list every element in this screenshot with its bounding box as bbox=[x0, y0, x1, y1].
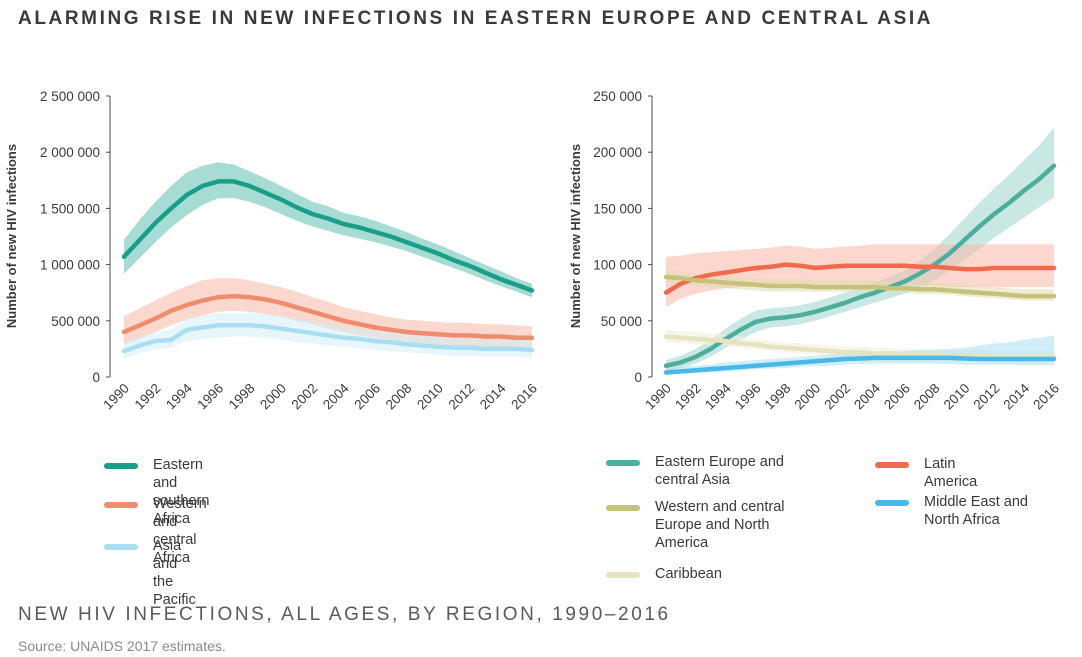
y-tick-label: 0 bbox=[92, 370, 100, 385]
x-tick-label: 1994 bbox=[702, 380, 734, 412]
x-tick-label: 1994 bbox=[163, 380, 195, 412]
legend-swatch bbox=[606, 505, 640, 511]
y-tick-label: 150 000 bbox=[593, 201, 642, 216]
chart-panel-1: 0 500 000 1 000 000 1 500 000 2 000 000 2 500… bbox=[4, 89, 540, 412]
series-line bbox=[663, 262, 1057, 295]
series-line bbox=[663, 355, 1057, 375]
legend-swatch bbox=[606, 460, 640, 466]
source-note: Source: UNAIDS 2017 estimates. bbox=[18, 638, 226, 654]
uncertainty-band bbox=[124, 162, 532, 298]
x-tick-label: 2014 bbox=[477, 380, 509, 412]
x-tick-label: 2016 bbox=[508, 381, 540, 413]
uncertainty-band bbox=[666, 127, 1054, 371]
legend-label: Asia and the Pacific bbox=[153, 538, 196, 608]
series-line bbox=[121, 323, 535, 354]
y-tick-label: 2 500 000 bbox=[40, 89, 100, 104]
legend-label: Caribbean bbox=[655, 566, 722, 582]
x-tick-label: 2000 bbox=[257, 381, 289, 413]
uncertainty-band bbox=[666, 244, 1054, 308]
legend-item-eastern-europe-central-asia: Eastern Europe and central Asia bbox=[606, 453, 806, 489]
legend-item-western-central-europe-na: Western and central Europe and North Ame… bbox=[606, 498, 806, 552]
y-tick-label: 50 000 bbox=[601, 314, 642, 329]
x-tick-label: 2006 bbox=[881, 381, 913, 413]
page-title: ALARMING RISE IN NEW INFECTIONS IN EASTE… bbox=[18, 8, 934, 29]
x-tick-label: 2008 bbox=[911, 381, 943, 413]
series-line bbox=[663, 163, 1057, 369]
legend-item-asia-pacific: Asia and the Pacific bbox=[104, 537, 196, 609]
legend-swatch bbox=[104, 544, 138, 550]
y-tick-label: 100 000 bbox=[593, 258, 642, 273]
y-axis-label: Number of new HIV infections bbox=[568, 144, 583, 328]
x-tick-label: 1992 bbox=[132, 381, 164, 413]
x-tick-label: 1996 bbox=[732, 381, 764, 413]
x-tick-label: 2006 bbox=[351, 381, 383, 413]
series-line bbox=[121, 179, 535, 293]
x-tick-label: 2010 bbox=[414, 381, 446, 413]
x-tick-label: 1998 bbox=[226, 381, 258, 413]
x-tick-label: 2002 bbox=[821, 381, 853, 413]
legend-swatch bbox=[104, 463, 138, 469]
x-tick-label: 1998 bbox=[762, 381, 794, 413]
y-tick-label: 500 000 bbox=[51, 314, 100, 329]
chart-canvas: 0 500 000 1 000 000 1 500 000 2 000 000 2 500… bbox=[4, 89, 1062, 412]
legend-swatch bbox=[875, 500, 909, 506]
x-tick-label: 1990 bbox=[642, 381, 674, 413]
y-tick-label: 250 000 bbox=[593, 89, 642, 104]
x-tick-label: 2004 bbox=[320, 380, 352, 412]
y-tick-label: 1 000 000 bbox=[40, 258, 100, 273]
series-line bbox=[663, 334, 1057, 360]
x-tick-label: 2000 bbox=[791, 381, 823, 413]
x-tick-label: 2010 bbox=[941, 381, 973, 413]
series-line bbox=[121, 293, 535, 340]
x-tick-label: 2002 bbox=[289, 381, 321, 413]
y-tick-label: 2 000 000 bbox=[40, 145, 100, 160]
x-tick-label: 1992 bbox=[672, 381, 704, 413]
x-tick-label: 2014 bbox=[1000, 380, 1032, 412]
legend-item-mena: Middle East and North Africa bbox=[875, 493, 1065, 529]
legend-label: Western and central Africa bbox=[153, 496, 207, 566]
chart-panel-2: 0 50 000 100 000 150 000 200 000 250 000 Numbe… bbox=[568, 89, 1062, 412]
y-tick-label: 200 000 bbox=[593, 145, 642, 160]
legend-label: Latin America bbox=[924, 456, 978, 490]
x-tick-label: 1996 bbox=[194, 381, 226, 413]
x-tick-label: 2016 bbox=[1030, 381, 1062, 413]
x-tick-label: 2012 bbox=[971, 381, 1003, 413]
y-tick-label: 0 bbox=[634, 370, 642, 385]
legend-item-western-central-africa: Western and central Africa bbox=[104, 495, 207, 567]
legend-label: Eastern Europe and central Asia bbox=[655, 454, 784, 488]
legend-item-eastern-southern-africa: Eastern and southern Africa bbox=[104, 456, 209, 528]
legend-label: Eastern and southern Africa bbox=[153, 457, 210, 527]
y-axis-label: Number of new HIV infections bbox=[4, 144, 19, 328]
series-line bbox=[663, 274, 1057, 299]
x-tick-label: 2012 bbox=[445, 381, 477, 413]
legend-swatch bbox=[875, 462, 909, 468]
legend-label: Western and central Europe and North Ame… bbox=[655, 499, 785, 551]
x-tick-label: 2004 bbox=[851, 380, 883, 412]
y-tick-label: 1 500 000 bbox=[40, 201, 100, 216]
legend-swatch bbox=[606, 572, 640, 578]
legend-swatch bbox=[104, 502, 138, 508]
legend-label: Middle East and North Africa bbox=[924, 494, 1028, 528]
x-tick-label: 2008 bbox=[383, 381, 415, 413]
legend-item-caribbean: Caribbean bbox=[606, 565, 722, 583]
x-tick-label: 1990 bbox=[100, 381, 132, 413]
legend-item-latin-america: Latin America bbox=[875, 455, 977, 491]
chart-subtitle: NEW HIV INFECTIONS, ALL AGES, BY REGION,… bbox=[18, 604, 671, 625]
